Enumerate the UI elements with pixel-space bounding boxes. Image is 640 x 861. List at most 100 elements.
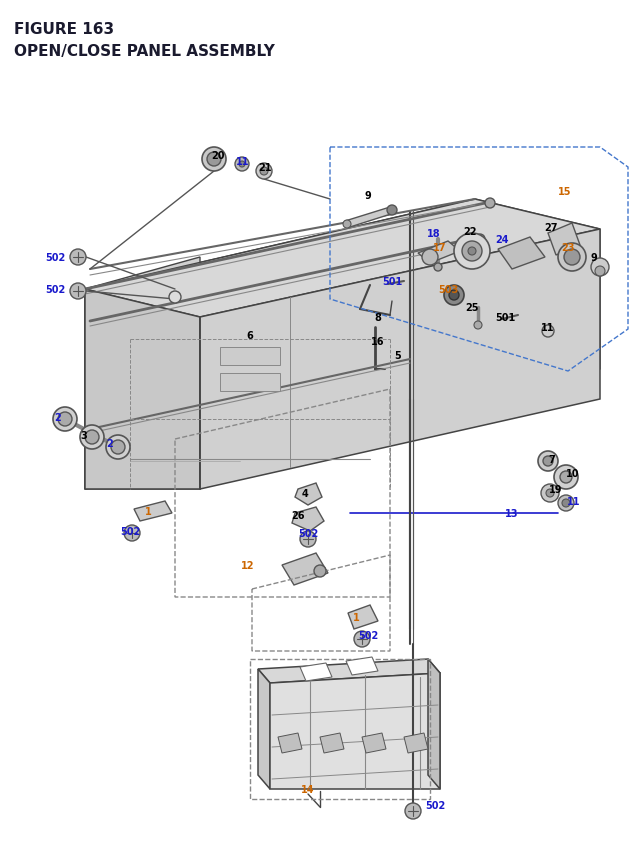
Polygon shape — [134, 501, 172, 522]
Polygon shape — [200, 230, 600, 489]
Circle shape — [202, 148, 226, 172]
Text: 1: 1 — [353, 612, 360, 623]
Circle shape — [595, 267, 605, 276]
Text: 5: 5 — [395, 350, 401, 361]
Text: 502: 502 — [358, 630, 378, 641]
Circle shape — [124, 525, 140, 542]
Polygon shape — [428, 660, 440, 789]
Text: 502: 502 — [120, 526, 140, 536]
Polygon shape — [270, 673, 440, 789]
Polygon shape — [85, 200, 600, 489]
Polygon shape — [85, 200, 600, 318]
Circle shape — [111, 441, 125, 455]
Text: 7: 7 — [548, 455, 556, 464]
Circle shape — [562, 499, 570, 507]
Circle shape — [558, 244, 586, 272]
Circle shape — [422, 250, 438, 266]
Polygon shape — [548, 224, 580, 256]
Text: 27: 27 — [544, 223, 557, 232]
Circle shape — [207, 152, 221, 167]
Text: 14: 14 — [301, 784, 315, 794]
Text: 502: 502 — [425, 800, 445, 810]
Polygon shape — [282, 554, 328, 585]
Text: 501: 501 — [495, 313, 515, 323]
Polygon shape — [278, 734, 302, 753]
Circle shape — [85, 430, 99, 444]
Circle shape — [434, 263, 442, 272]
Text: 9: 9 — [365, 191, 371, 201]
Text: FIGURE 163: FIGURE 163 — [14, 22, 114, 37]
Text: 22: 22 — [463, 226, 477, 237]
Text: 10: 10 — [566, 468, 580, 479]
Text: 12: 12 — [241, 561, 255, 570]
Circle shape — [468, 248, 476, 256]
Circle shape — [485, 199, 495, 208]
Text: 13: 13 — [505, 508, 519, 518]
Circle shape — [554, 466, 578, 489]
Circle shape — [260, 168, 268, 176]
Text: 11: 11 — [541, 323, 555, 332]
Circle shape — [70, 250, 86, 266]
Circle shape — [387, 206, 397, 216]
Circle shape — [591, 258, 609, 276]
Text: 24: 24 — [495, 235, 509, 245]
Circle shape — [58, 412, 72, 426]
Text: 25: 25 — [465, 303, 479, 313]
Text: 19: 19 — [549, 485, 563, 494]
Text: 501: 501 — [382, 276, 402, 287]
Circle shape — [546, 489, 554, 498]
Text: 502: 502 — [45, 253, 65, 263]
Circle shape — [106, 436, 130, 460]
Text: 18: 18 — [427, 229, 441, 238]
Polygon shape — [362, 734, 386, 753]
Circle shape — [314, 566, 326, 578]
Circle shape — [80, 425, 104, 449]
Circle shape — [354, 631, 370, 647]
Bar — [220, 348, 280, 366]
Polygon shape — [348, 605, 378, 629]
Circle shape — [558, 495, 574, 511]
Polygon shape — [85, 289, 200, 489]
Circle shape — [235, 158, 249, 172]
Circle shape — [70, 283, 86, 300]
Text: 11: 11 — [236, 157, 250, 167]
Circle shape — [538, 451, 558, 472]
Text: 9: 9 — [591, 253, 597, 263]
Text: 4: 4 — [301, 488, 308, 499]
Circle shape — [474, 322, 482, 330]
Circle shape — [449, 291, 459, 300]
Polygon shape — [320, 734, 344, 753]
Text: 2: 2 — [107, 438, 113, 449]
Text: 503: 503 — [438, 285, 458, 294]
Circle shape — [405, 803, 421, 819]
Text: 2: 2 — [54, 412, 61, 423]
Circle shape — [543, 456, 553, 467]
Text: 26: 26 — [291, 511, 305, 520]
Polygon shape — [292, 507, 324, 531]
Circle shape — [542, 325, 554, 338]
Circle shape — [169, 292, 181, 304]
Text: 11: 11 — [567, 497, 580, 506]
Circle shape — [475, 235, 485, 245]
Circle shape — [343, 220, 351, 229]
Text: 15: 15 — [558, 187, 572, 197]
Text: 23: 23 — [561, 243, 575, 253]
Polygon shape — [418, 242, 460, 263]
Text: 502: 502 — [298, 529, 318, 538]
Circle shape — [454, 233, 490, 269]
Text: OPEN/CLOSE PANEL ASSEMBLY: OPEN/CLOSE PANEL ASSEMBLY — [14, 44, 275, 59]
Polygon shape — [498, 238, 545, 269]
Circle shape — [444, 286, 464, 306]
Circle shape — [564, 250, 580, 266]
Polygon shape — [346, 657, 378, 675]
Polygon shape — [258, 660, 440, 684]
Polygon shape — [404, 734, 428, 753]
Circle shape — [560, 472, 572, 483]
Text: 8: 8 — [374, 313, 381, 323]
Text: 21: 21 — [259, 163, 272, 173]
Circle shape — [239, 162, 245, 168]
Polygon shape — [295, 483, 322, 505]
Text: 1: 1 — [145, 506, 152, 517]
Text: 502: 502 — [45, 285, 65, 294]
Circle shape — [462, 242, 482, 262]
